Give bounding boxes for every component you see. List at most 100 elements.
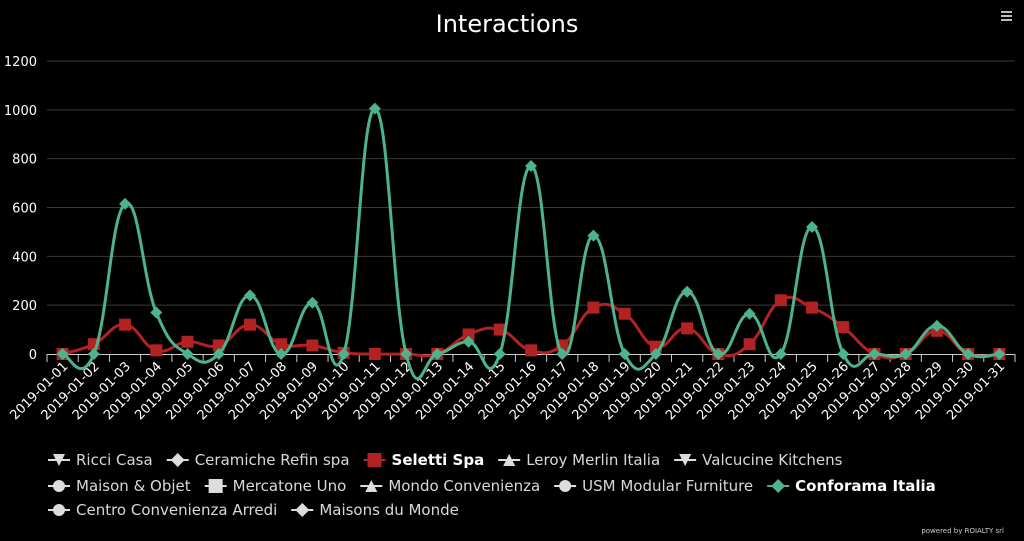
legend-marker-icon — [53, 454, 65, 466]
data-point — [243, 318, 256, 331]
legend-item-ricci-casa[interactable]: Ricci Casa — [48, 451, 153, 469]
legend-item-mercatone-uno[interactable]: Mercatone Uno — [204, 477, 347, 495]
hamburger-menu-icon[interactable] — [996, 8, 1016, 26]
data-point — [930, 319, 943, 332]
legend-item-ceramiche-refin-spa[interactable]: Ceramiche Refin spa — [166, 451, 350, 469]
data-point — [743, 307, 756, 320]
y-tick-label: 600 — [12, 202, 37, 217]
data-point — [462, 335, 475, 348]
legend-marker-icon — [53, 504, 65, 516]
data-point — [806, 301, 819, 314]
legend-label: Maisons du Monde — [319, 501, 459, 519]
series-seletti-spa — [56, 294, 1006, 360]
data-point — [431, 348, 444, 360]
legend-item-maisons-du-monde[interactable]: Maisons du Monde — [291, 501, 459, 519]
data-point — [306, 339, 319, 352]
legend-item-centro-convenienza-arredi[interactable]: Centro Convenienza Arredi — [48, 501, 277, 519]
data-point — [181, 348, 194, 360]
y-axis: 0 200 400 600 800 1000 1200 — [4, 55, 37, 363]
data-point — [243, 289, 256, 302]
y-tick-label: 800 — [12, 153, 37, 168]
legend-label: Mondo Convenienza — [388, 477, 540, 495]
data-point — [899, 348, 912, 360]
data-point — [306, 296, 319, 309]
data-point — [56, 348, 69, 360]
data-point — [868, 348, 881, 360]
chart-title: Interactions — [436, 10, 579, 38]
data-point — [493, 348, 506, 360]
data-point — [618, 348, 631, 360]
legend: Ricci Casa Ceramiche Refin spa Seletti Spa… — [48, 451, 936, 519]
data-point — [212, 348, 225, 360]
legend-label: Seletti Spa — [392, 451, 485, 469]
legend-item-seletti-spa[interactable]: Seletti Spa — [363, 451, 485, 469]
data-point — [493, 323, 506, 336]
y-tick-label: 0 — [29, 348, 37, 363]
legend-label: Ceramiche Refin spa — [195, 451, 350, 469]
legend-label: Ricci Casa — [76, 451, 153, 469]
data-point — [462, 328, 475, 341]
legend-label: Centro Convenienza Arredi — [76, 501, 277, 519]
legend-item-maison-objet[interactable]: Maison & Objet — [48, 477, 191, 495]
legend-marker-icon — [295, 503, 310, 517]
data-point — [774, 294, 787, 307]
y-tick-label: 400 — [12, 250, 37, 265]
grid-lines — [47, 60, 1015, 306]
data-point — [712, 348, 725, 360]
legend-item-conforama-italia[interactable]: Conforama Italia — [767, 477, 936, 495]
data-point — [962, 348, 975, 360]
data-point — [587, 301, 600, 314]
legend-marker-icon — [679, 454, 692, 466]
data-point — [119, 318, 132, 331]
y-tick-label: 200 — [12, 299, 37, 314]
data-point — [525, 159, 537, 172]
legend-label: Leroy Merlin Italia — [526, 451, 660, 469]
legend-marker-icon — [170, 453, 185, 467]
data-point — [119, 197, 132, 210]
data-point — [649, 348, 662, 360]
legend-label: Conforama Italia — [795, 477, 936, 495]
data-point — [150, 306, 163, 319]
data-point — [806, 221, 819, 234]
legend-marker-icon — [771, 479, 786, 493]
series-conforama-italia — [56, 102, 1006, 381]
series-layer — [56, 102, 1006, 381]
legend-item-leroy-merlin-italia[interactable]: Leroy Merlin Italia — [498, 451, 660, 469]
data-point — [181, 335, 194, 348]
data-point — [681, 285, 694, 298]
data-point — [774, 348, 787, 360]
data-point — [275, 338, 288, 351]
legend-marker-icon — [559, 480, 572, 492]
data-point — [87, 348, 100, 360]
legend-marker-icon — [53, 480, 65, 492]
credit-text: powered by ROIALTY srl — [921, 527, 1004, 535]
data-point — [681, 322, 694, 335]
legend-item-usm-modular-furniture[interactable]: USM Modular Furniture — [554, 477, 753, 495]
y-tick-label: 1200 — [4, 55, 37, 70]
legend-marker-icon — [208, 479, 223, 493]
data-point — [618, 307, 631, 320]
legend-marker-icon — [503, 454, 516, 466]
legend-label: Maison & Objet — [76, 477, 191, 495]
data-point — [587, 229, 600, 242]
data-point — [337, 348, 350, 360]
legend-item-valcucine-kitchens[interactable]: Valcucine Kitchens — [674, 451, 843, 469]
data-point — [993, 348, 1006, 360]
data-point — [368, 102, 381, 115]
series-line — [62, 107, 1000, 381]
data-point — [150, 344, 163, 357]
data-point — [368, 348, 381, 360]
data-point — [525, 344, 537, 357]
data-point — [837, 321, 850, 334]
data-point — [743, 338, 756, 351]
y-tick-label: 1000 — [4, 104, 37, 119]
data-point — [837, 348, 850, 360]
data-point — [556, 348, 569, 360]
legend-marker-icon — [367, 453, 382, 467]
legend-item-mondo-convenienza[interactable]: Mondo Convenienza — [360, 477, 540, 495]
legend-label: Mercatone Uno — [233, 477, 347, 495]
data-point — [275, 348, 288, 360]
legend-marker-icon — [365, 480, 378, 492]
x-axis: 2019-01-012019-01-022019-01-032019-01-04… — [7, 354, 1016, 423]
